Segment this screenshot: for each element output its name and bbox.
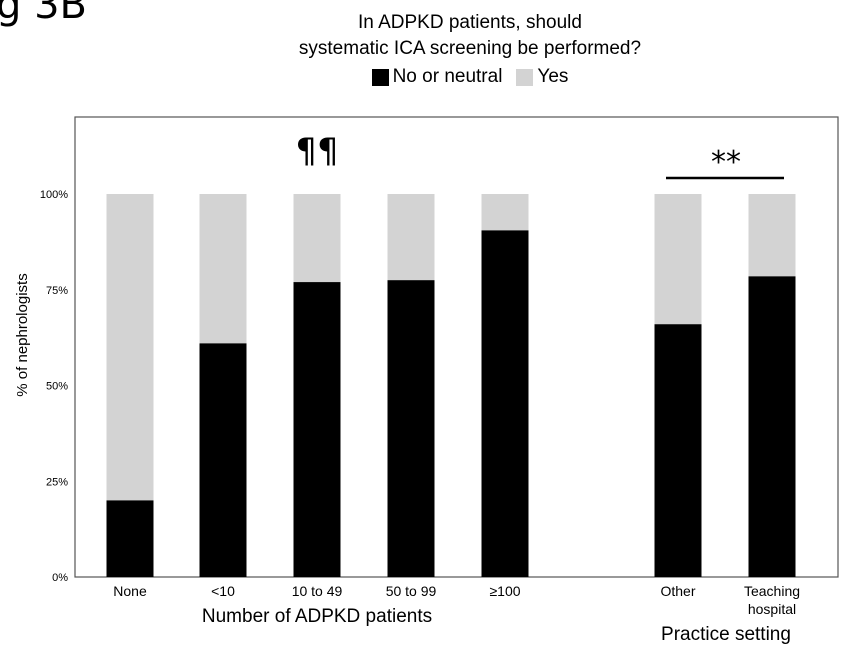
legend-label-yes: Yes [537, 66, 569, 87]
figure-label: g 3B [0, 0, 87, 28]
bar-yes-segment [654, 194, 702, 325]
legend-swatch-yes [516, 68, 534, 86]
bar-yes-segment [748, 194, 796, 277]
bar-no-or-neutral-segment [654, 324, 702, 577]
x-axis-label-practice-setting: Practice setting [661, 624, 791, 645]
significance-marker-patients: ¶¶ [295, 131, 338, 171]
bar-no-or-neutral-segment [293, 282, 341, 577]
y-tick-label: 25% [46, 476, 68, 488]
x-tick-label: hospital [748, 601, 796, 617]
x-tick-label: Teaching [744, 583, 800, 599]
bar-yes-segment [199, 194, 247, 344]
y-tick-label: 75% [46, 285, 68, 297]
bar-no-or-neutral-segment [481, 230, 529, 577]
bar-no-or-neutral-segment [387, 280, 435, 577]
bar-yes-segment [106, 194, 154, 501]
bar-no-or-neutral-segment [106, 500, 154, 577]
y-tick-label: 100% [40, 189, 68, 201]
x-axis-label-patients: Number of ADPKD patients [202, 606, 432, 627]
x-tick-label: 10 to 49 [292, 583, 343, 599]
chart-title-line-2: systematic ICA screening be performed? [298, 38, 642, 59]
significance-marker-practice: ** [711, 145, 741, 180]
chart-title-line-1: In ADPKD patients, should [358, 12, 582, 33]
y-tick-label: 50% [46, 381, 68, 393]
legend-swatch-no-or-neutral [371, 68, 389, 86]
y-tick-label: 0% [52, 572, 68, 584]
bar-yes-segment [481, 194, 529, 231]
bar-yes-segment [387, 194, 435, 281]
bar-no-or-neutral-segment [748, 276, 796, 577]
chart-legend: No or neutral Yes [200, 66, 740, 88]
x-tick-label: ≥100 [489, 583, 520, 599]
y-axis-label: % of nephrologists [14, 273, 31, 396]
chart-title: In ADPKD patients, should systematic ICA… [200, 10, 740, 62]
x-tick-label: Other [660, 583, 695, 599]
legend-label-no-or-neutral: No or neutral [392, 66, 503, 87]
x-tick-label: 50 to 99 [386, 583, 437, 599]
x-tick-label: <10 [211, 583, 235, 599]
x-tick-label: None [113, 583, 147, 599]
plot-frame [74, 116, 839, 578]
bar-no-or-neutral-segment [199, 343, 247, 577]
bar-yes-segment [293, 194, 341, 283]
